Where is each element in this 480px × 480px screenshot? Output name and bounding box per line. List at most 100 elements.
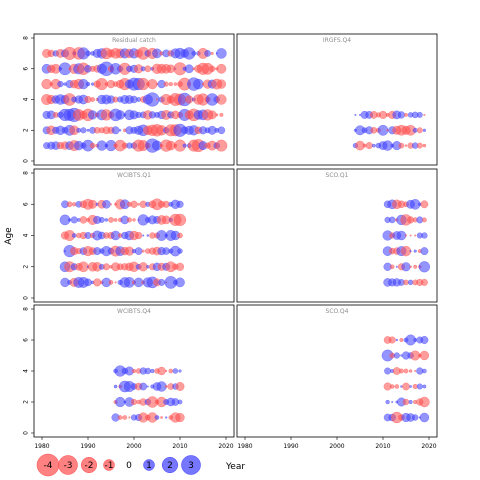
bubble-point xyxy=(422,368,427,374)
bubble-point xyxy=(57,80,64,88)
panel-title: WCIBTS.Q4 xyxy=(117,308,151,315)
bubble-point xyxy=(420,278,428,286)
x-tick-label: 1990 xyxy=(80,443,95,450)
bubble-point xyxy=(155,98,158,101)
legend-label: 1 xyxy=(146,461,152,471)
bubble-point xyxy=(76,127,82,133)
bubble-point xyxy=(128,416,131,419)
bubble-point xyxy=(102,200,111,209)
bubble-point xyxy=(109,203,112,206)
bubble-point xyxy=(177,232,183,239)
y-tick-label: 4 xyxy=(23,97,30,101)
bubble-point xyxy=(114,281,117,284)
bubble-point xyxy=(400,245,412,257)
x-tick-label: 1990 xyxy=(283,443,298,450)
bubble-point xyxy=(395,338,398,342)
bubble-point xyxy=(391,401,394,404)
bubble-point xyxy=(168,368,174,374)
bubble-point xyxy=(413,264,418,269)
x-axis-label: Year xyxy=(225,462,245,472)
bubble-point xyxy=(113,384,118,389)
bubble-point xyxy=(404,234,408,237)
x-tick-label: 1980 xyxy=(237,443,252,450)
bubble-point xyxy=(178,369,182,373)
bubble-point xyxy=(394,384,400,389)
y-tick-label: 4 xyxy=(23,369,30,373)
bubble-point xyxy=(408,399,413,405)
panel-2: IRGFS.Q4 xyxy=(236,33,438,166)
legend-bubble xyxy=(58,455,78,475)
legend-bubble xyxy=(161,456,179,474)
bubble-point xyxy=(371,143,376,148)
legend-label: 3 xyxy=(188,461,194,471)
x-tick-label: 2010 xyxy=(172,443,187,450)
y-axis-label: Age xyxy=(4,227,14,245)
bubble-point xyxy=(165,416,168,419)
bubble-point xyxy=(209,65,216,72)
bubble-point xyxy=(395,265,398,268)
bubble-point xyxy=(139,382,148,391)
bubble-point xyxy=(85,50,91,57)
panel-5: WCIBTS.Q4 0 2 4 6 8 1980 1990 2000 2010 2020 xyxy=(23,304,235,450)
y-tick-label: 2 xyxy=(23,265,30,269)
bubble-point xyxy=(413,249,417,253)
bubble-point xyxy=(66,201,73,208)
x-tick-label: 2020 xyxy=(421,443,436,450)
bubble-point xyxy=(93,278,102,287)
panel-title: SCO.Q1 xyxy=(326,172,349,179)
bubble-point xyxy=(144,367,152,375)
bubble-point xyxy=(397,111,406,119)
bubble-point xyxy=(122,415,128,420)
bubble-point xyxy=(176,200,184,208)
bubble-point xyxy=(154,415,160,420)
bubble-point xyxy=(175,382,185,391)
bubble-point xyxy=(207,110,217,120)
bubble-point xyxy=(84,278,92,287)
legend-bubble xyxy=(103,459,115,471)
bubble-point xyxy=(409,265,412,268)
y-tick-label: 6 xyxy=(23,202,30,206)
y-tick-label: 6 xyxy=(23,67,30,71)
bubble-point xyxy=(354,113,357,116)
panel-title: Residual catch xyxy=(112,37,156,44)
panel-frame xyxy=(236,33,438,166)
bubble-point xyxy=(175,412,185,423)
bubble-point xyxy=(393,352,400,359)
bubble-point xyxy=(409,385,412,388)
bubble-point xyxy=(408,369,413,373)
bubble-point xyxy=(150,368,155,374)
bubble-point xyxy=(422,143,427,148)
x-tick-label: 2020 xyxy=(218,443,233,450)
panel-6: SCO.Q4 1980 1990 2000 2010 2020 xyxy=(236,304,438,450)
bubble-point xyxy=(419,396,430,408)
bubble-point xyxy=(90,97,95,102)
bubble-point xyxy=(215,139,228,152)
y-tick-label: 8 xyxy=(23,36,30,40)
bubble-point xyxy=(172,368,179,374)
bubble-point xyxy=(402,382,410,391)
panel-3: WCIBTS.Q1 0 2 4 6 8 xyxy=(23,168,235,303)
bubble-point xyxy=(144,65,152,73)
legend-bubble xyxy=(80,456,98,474)
panel-title: IRGFS.Q4 xyxy=(323,37,351,44)
bubble-point xyxy=(126,217,132,223)
bubble-point xyxy=(80,127,87,134)
legend: -4 -3 -2 -1 0 1 2 3 xyxy=(36,453,201,477)
bubble-point xyxy=(384,367,392,375)
bubble-point xyxy=(132,218,136,222)
legend-label: -4 xyxy=(44,461,53,471)
bubble-point xyxy=(359,113,362,116)
bubble-point xyxy=(389,264,395,270)
bubble-point xyxy=(404,144,408,147)
bubble-point xyxy=(420,200,429,209)
bubble-point xyxy=(418,261,430,273)
y-tick-label: 2 xyxy=(23,400,30,404)
x-tick-label: 2000 xyxy=(329,443,344,450)
bubble-point xyxy=(79,216,88,224)
bubble-point xyxy=(421,232,428,239)
bubble-point xyxy=(216,79,227,89)
bubble-point xyxy=(89,142,96,149)
bubble-point xyxy=(168,82,173,87)
bubble-point xyxy=(409,250,412,253)
